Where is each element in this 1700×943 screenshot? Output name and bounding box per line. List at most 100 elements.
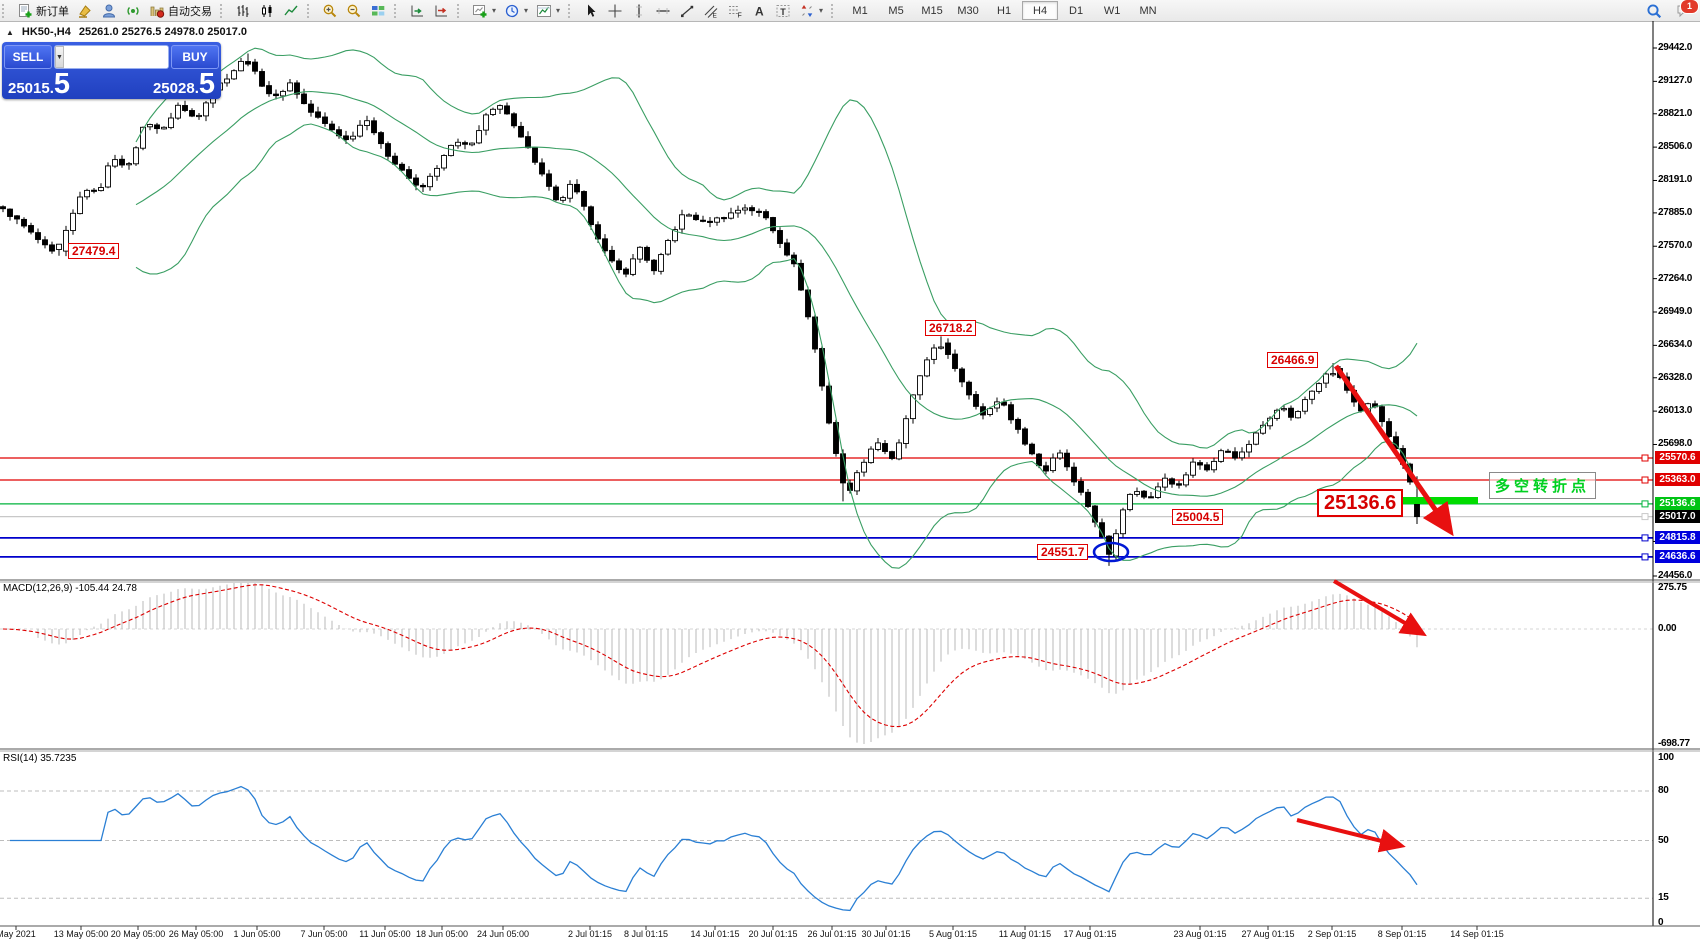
green-highlight-bar[interactable] bbox=[1402, 497, 1478, 504]
rsi-tick-label: 100 bbox=[1658, 752, 1674, 763]
price-annotation-tag[interactable]: 24551.7 bbox=[1037, 544, 1089, 560]
auto-trading-button[interactable]: 自动交易 bbox=[145, 1, 216, 21]
chart-shift-button[interactable] bbox=[429, 1, 453, 21]
timeframe-d1-button[interactable]: D1 bbox=[1069, 4, 1084, 17]
toolbar-group-grip[interactable] bbox=[2, 3, 9, 18]
timeframe-m5-button[interactable]: M5 bbox=[888, 4, 904, 17]
svg-text:T: T bbox=[780, 6, 786, 16]
bar-chart-button[interactable] bbox=[231, 1, 255, 21]
svg-text:E: E bbox=[713, 12, 718, 19]
tile-windows-button[interactable] bbox=[366, 1, 390, 21]
new-order-button-label: 新订单 bbox=[36, 5, 69, 18]
price-line-badge: 25017.0 bbox=[1655, 510, 1700, 523]
timeframe-h1-button[interactable]: H1 bbox=[997, 4, 1012, 17]
bollinger-bands bbox=[135, 47, 1418, 569]
crosshair-tool-icon bbox=[607, 3, 623, 19]
macd-indicator-label: MACD(12,26,9) -105.44 24.78 bbox=[3, 583, 137, 594]
vertical-line-icon bbox=[631, 3, 647, 19]
zoom-in-button[interactable] bbox=[318, 1, 342, 21]
sell-button[interactable]: SELL bbox=[4, 45, 52, 69]
timeframe-m15-button[interactable]: M15 bbox=[921, 4, 943, 17]
data-window-icon bbox=[125, 3, 141, 19]
timeframe-w1-button[interactable]: W1 bbox=[1103, 4, 1121, 17]
new-chart-icon bbox=[472, 3, 488, 19]
price-tick-label: 26328.0 bbox=[1658, 372, 1693, 383]
toolbar-group-timeframes: M1 M5 M15 M30 H1 H4 D1 W1 MN bbox=[840, 0, 1168, 21]
data-window-button[interactable] bbox=[121, 1, 145, 21]
crosshair-tool-button[interactable] bbox=[603, 1, 627, 21]
new-order-button[interactable]: 新订单 bbox=[13, 1, 73, 21]
new-chart-button[interactable]: ▾ bbox=[468, 1, 500, 21]
notification-badge: 1 bbox=[1680, 0, 1699, 14]
cursor-tool-button[interactable] bbox=[579, 1, 603, 21]
price-annotation-tag[interactable]: 26466.9 bbox=[1267, 352, 1319, 368]
arrows-tool[interactable]: ▾ bbox=[795, 1, 827, 21]
date-tick-label: 18 Jun 05:00 bbox=[415, 929, 469, 939]
candlestick-chart-button[interactable] bbox=[255, 1, 279, 21]
notifications-button[interactable]: 1 bbox=[1672, 0, 1699, 21]
price-annotation-tag[interactable]: 25004.5 bbox=[1172, 509, 1224, 525]
chevron-down-icon[interactable]: ▾ bbox=[524, 6, 529, 15]
fibonacci-icon: F bbox=[727, 3, 743, 19]
price-annotation-tag[interactable]: 25136.6 bbox=[1317, 489, 1404, 517]
horizontal-line-tool[interactable] bbox=[651, 1, 675, 21]
volume-input[interactable] bbox=[63, 46, 168, 68]
date-tick-label: 7 Jun 05:00 bbox=[300, 929, 348, 939]
timeframe-m30-button[interactable]: M30 bbox=[957, 4, 979, 17]
templates-button[interactable]: ▾ bbox=[532, 1, 564, 21]
styler-icon bbox=[77, 3, 93, 19]
periodicity-button[interactable]: ▾ bbox=[500, 1, 532, 21]
buy-button[interactable]: BUY bbox=[171, 45, 219, 69]
label-tool[interactable]: T bbox=[771, 1, 795, 21]
market-watch-button[interactable] bbox=[97, 1, 121, 21]
line-chart-button[interactable] bbox=[279, 1, 303, 21]
toolbar-group-chart-type bbox=[229, 0, 305, 21]
toolbar-group-grip[interactable] bbox=[394, 3, 401, 18]
panel-toggle-icon[interactable]: ▲ bbox=[6, 27, 14, 37]
volume-decrease-button[interactable]: ▼ bbox=[55, 46, 64, 68]
auto-scroll-button[interactable] bbox=[405, 1, 429, 21]
blue-ellipse-annotation[interactable] bbox=[1092, 541, 1130, 563]
styler-button[interactable] bbox=[73, 1, 97, 21]
toolbar-group-grip[interactable] bbox=[831, 3, 838, 18]
line-chart-icon bbox=[283, 3, 299, 19]
turning-point-annotation[interactable]: 多空转折点 bbox=[1489, 472, 1597, 499]
cursor-tool-icon bbox=[583, 3, 599, 19]
svg-text:F: F bbox=[738, 12, 742, 19]
price-tick-label: 24456.0 bbox=[1658, 570, 1693, 581]
toolbar-group-grip[interactable] bbox=[220, 3, 227, 18]
sell-price: 25015. 5 bbox=[8, 68, 71, 100]
toolbar: 新订单 自动交易 ▾ ▾ ▾ E F A T ▾ M1 M5 M15 M30 H1 H4 D1 W1 MN 1 bbox=[0, 0, 1700, 22]
equidistant-channel-tool[interactable]: E bbox=[699, 1, 723, 21]
toolbar-group-grip[interactable] bbox=[307, 3, 314, 18]
date-tick-label: 20 Jul 01:15 bbox=[748, 929, 798, 939]
chevron-down-icon[interactable]: ▾ bbox=[492, 6, 497, 15]
red-trend-arrow-1[interactable] bbox=[1333, 364, 1454, 537]
timeframe-m1-button[interactable]: M1 bbox=[852, 4, 868, 17]
chevron-down-icon[interactable]: ▾ bbox=[819, 6, 824, 15]
text-tool[interactable]: A bbox=[747, 1, 771, 21]
zoom-out-button[interactable] bbox=[342, 1, 366, 21]
trendline-icon bbox=[679, 3, 695, 19]
red-trend-arrow-2[interactable] bbox=[1332, 579, 1427, 637]
vertical-line-tool[interactable] bbox=[627, 1, 651, 21]
chart-header: ▲ HK50-,H4 25261.0 25276.5 24978.0 25017… bbox=[6, 26, 247, 38]
toolbar-group-grip[interactable] bbox=[568, 3, 575, 18]
pane-borders bbox=[0, 21, 1700, 930]
timeframe-mn-button[interactable]: MN bbox=[1139, 4, 1157, 17]
red-trend-arrow-3[interactable] bbox=[1296, 818, 1406, 853]
macd-tick-label: -698.77 bbox=[1658, 738, 1690, 749]
toolbar-group-scroll bbox=[403, 0, 455, 21]
fibonacci-tool[interactable]: F bbox=[723, 1, 747, 21]
price-annotation-tag[interactable]: 27479.4 bbox=[68, 243, 120, 259]
drawing-objects[interactable] bbox=[1092, 364, 1478, 853]
rsi-tick-label: 80 bbox=[1658, 785, 1669, 796]
timeframe-h4-button[interactable]: H4 bbox=[1022, 1, 1059, 20]
chevron-down-icon[interactable]: ▾ bbox=[556, 6, 561, 15]
price-annotation-tag[interactable]: 26718.2 bbox=[925, 320, 977, 336]
trendline-tool[interactable] bbox=[675, 1, 699, 21]
toolbar-group-grip[interactable] bbox=[457, 3, 464, 18]
date-tick-label: 13 May 05:00 bbox=[53, 929, 109, 939]
search-button[interactable] bbox=[1642, 1, 1666, 21]
